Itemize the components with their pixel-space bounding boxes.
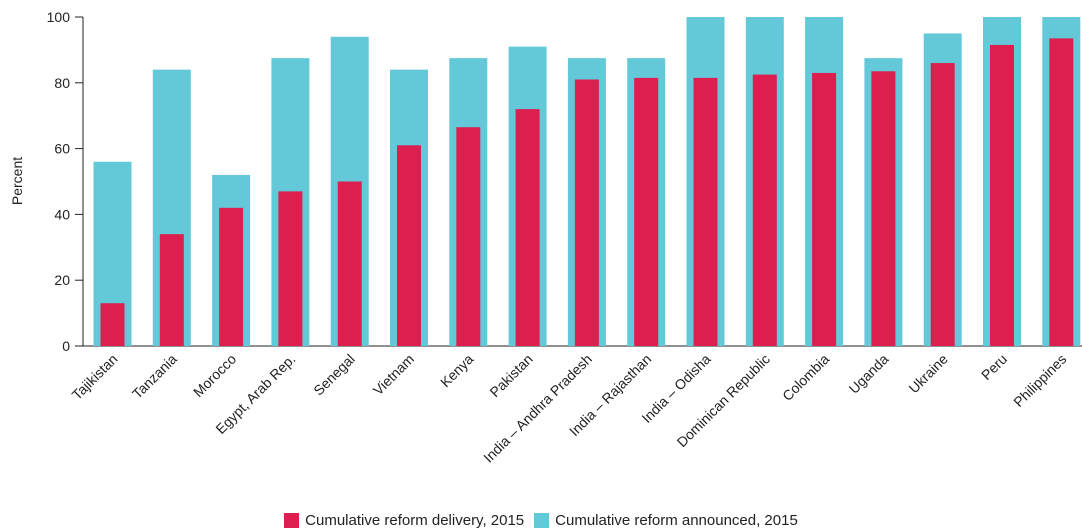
bar-delivery: [693, 77, 718, 347]
bar-delivery: [871, 71, 896, 346]
category-label: India – Andhra Pradesh: [480, 351, 595, 466]
bars: [93, 17, 1081, 347]
bar-delivery: [456, 127, 481, 346]
category-label: Kenya: [437, 351, 477, 391]
category-label: Ukraine: [905, 351, 951, 397]
legend-swatch-announced: [534, 512, 550, 528]
legend-item-delivery: Cumulative reform delivery, 2015: [284, 512, 524, 529]
bar-delivery: [990, 44, 1014, 347]
y-ticks: 0 20 40 60 80 100: [47, 9, 83, 354]
bar-delivery: [337, 181, 362, 346]
category-label: Colombia: [779, 351, 832, 404]
bar-delivery: [159, 234, 184, 346]
category-label: Tajikistan: [69, 351, 121, 403]
bar-delivery: [278, 191, 303, 346]
bar-delivery: [100, 303, 125, 346]
category-label: Morocco: [190, 351, 239, 400]
y-axis-title: Percent: [9, 157, 25, 205]
bar-chart: 0 20 40 60 80 100 Tajikistan Tanzania MoroccoEg…: [9, 9, 1082, 466]
bar-delivery: [634, 77, 659, 347]
legend: Cumulative reform delivery, 2015 Cumulat…: [0, 510, 1082, 530]
category-label: Peru: [978, 351, 1010, 383]
category-label: Philippines: [1010, 351, 1069, 410]
y-tick-label: 20: [54, 272, 70, 288]
bar-delivery: [1049, 38, 1074, 346]
y-tick-label: 80: [54, 75, 70, 91]
bar-delivery: [515, 109, 540, 347]
y-tick-label: 40: [54, 206, 70, 222]
y-tick-label: 60: [54, 141, 70, 157]
legend-item-announced: Cumulative reform announced, 2015: [534, 512, 798, 529]
bar-delivery: [397, 145, 421, 346]
category-label: Senegal: [310, 351, 358, 399]
category-label: Pakistan: [486, 351, 535, 400]
bar-delivery: [752, 74, 777, 346]
y-tick-label: 0: [62, 338, 70, 354]
category-label: Uganda: [846, 351, 892, 397]
y-tick-label: 100: [47, 9, 71, 25]
legend-swatch-delivery: [284, 512, 300, 528]
legend-label-announced: Cumulative reform announced, 2015: [555, 511, 798, 529]
category-label: Tanzania: [129, 351, 180, 402]
category-label: Vietnam: [370, 351, 417, 398]
bar-delivery: [219, 207, 244, 346]
bar-delivery: [930, 63, 955, 347]
legend-label-delivery: Cumulative reform delivery, 2015: [305, 511, 525, 529]
bar-delivery: [812, 72, 837, 347]
bar-delivery: [574, 79, 599, 346]
